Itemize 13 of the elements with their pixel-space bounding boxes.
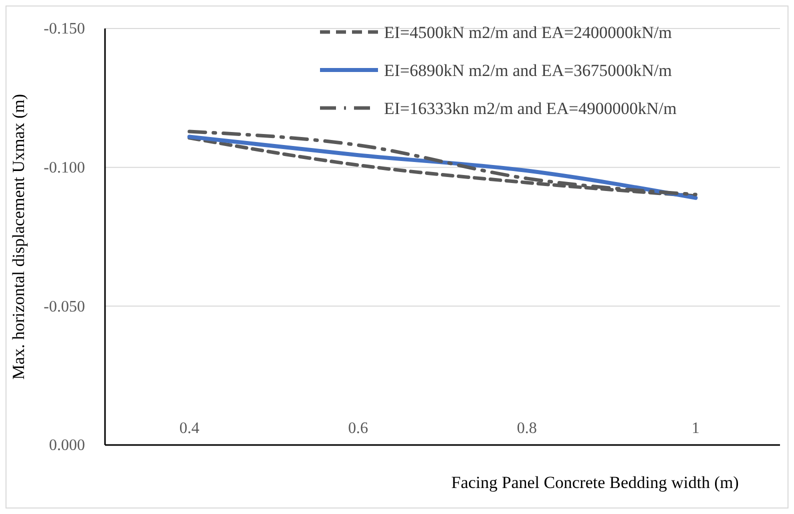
x-axis-title: Facing Panel Concrete Bedding width (m)	[451, 473, 739, 492]
y-tick-label: -0.050	[44, 298, 85, 316]
x-tick-label: 0.4	[179, 420, 200, 437]
legend-label: EI=6890kN m2/m and EA=3675000kN/m	[384, 61, 672, 80]
x-tick-label: 0.8	[516, 420, 537, 437]
x-tick-label: 1	[692, 420, 700, 437]
y-tick-label: -0.100	[44, 159, 85, 176]
y-axis-title: Max. horizontal displacement Uxmax (m)	[9, 94, 28, 380]
y-tick-label: -0.150	[44, 20, 85, 38]
y-tick-label: 0.000	[49, 437, 85, 454]
legend-label: EI=4500kN m2/m and EA=2400000kN/m	[384, 23, 672, 42]
legend-label: EI=16333kn m2/m and EA=4900000kN/m	[384, 99, 677, 118]
x-tick-label: 0.6	[348, 420, 368, 437]
